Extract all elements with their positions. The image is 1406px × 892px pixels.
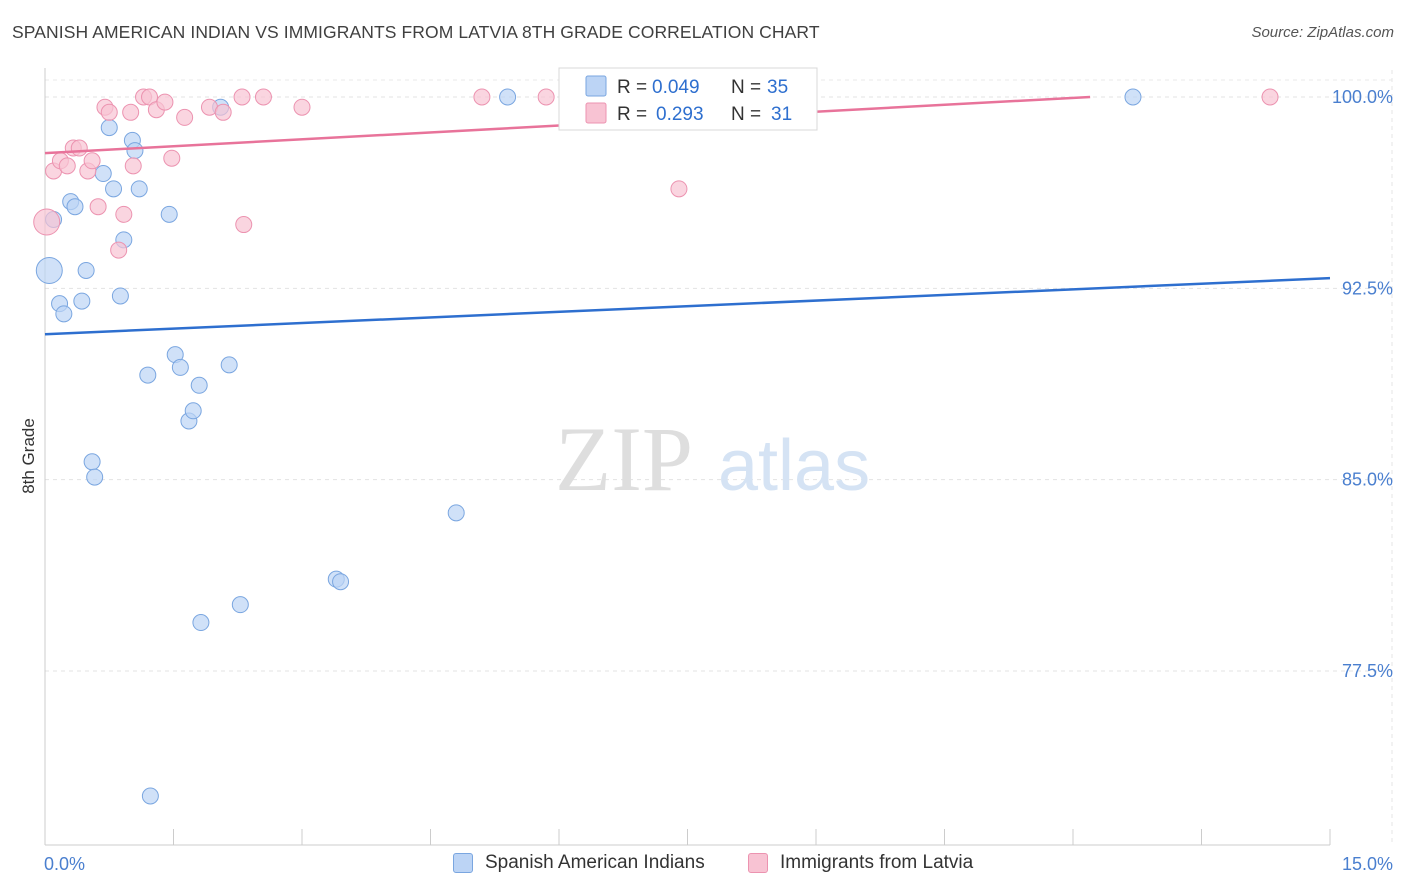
legend-swatch-blue-square <box>453 853 473 873</box>
blue-trend-line <box>44 276 1331 336</box>
watermark: ZIP atlas <box>555 408 870 510</box>
pink-point-12[interactable] <box>115 205 133 223</box>
y-tick-label-3: 77.5% <box>1342 661 1393 681</box>
pink-point-24[interactable] <box>235 216 253 234</box>
legend-r-label-1: R = <box>617 104 647 125</box>
legend-label-1: Immigrants from Latvia <box>780 852 974 873</box>
chart-title: SPANISH AMERICAN INDIAN VS IMMIGRANTS FR… <box>12 22 820 42</box>
blue-point-26[interactable] <box>192 614 210 632</box>
blue-point-29[interactable] <box>231 596 249 614</box>
blue-point-8[interactable] <box>83 453 101 471</box>
blue-point-5[interactable] <box>66 198 84 216</box>
legend-r-label-0: R = <box>617 77 647 98</box>
blue-point-10[interactable] <box>94 165 112 183</box>
blue-point-7[interactable] <box>77 261 95 279</box>
pink-point-23[interactable] <box>233 88 251 106</box>
blue-point-12[interactable] <box>105 180 123 198</box>
pink-point-19[interactable] <box>163 149 181 167</box>
blue-point-24[interactable] <box>184 402 202 420</box>
pink-point-8[interactable] <box>89 198 107 216</box>
pink-point-10[interactable] <box>100 103 118 121</box>
pink-point-7[interactable] <box>83 152 101 170</box>
pink-point-30[interactable] <box>1261 88 1279 106</box>
blue-point-25[interactable] <box>190 376 208 394</box>
pink-point-29[interactable] <box>670 180 688 198</box>
blue-point-16[interactable] <box>126 142 144 160</box>
x-tick-label-1: 15.0% <box>1342 854 1393 874</box>
pink-point-27[interactable] <box>473 88 491 106</box>
y-axis-labels: 100.0% 92.5% 85.0% 77.5% <box>1332 87 1393 681</box>
pink-point-26[interactable] <box>293 98 311 116</box>
legend-n-value-1: 31 <box>771 104 792 125</box>
blue-point-34[interactable] <box>1124 88 1142 106</box>
legend-item-immigrants-from-latvia[interactable]: Immigrants from Latvia <box>748 852 973 874</box>
blue-point-17[interactable] <box>130 180 148 198</box>
y-tick-label-1: 92.5% <box>1342 278 1393 298</box>
legend-label-0: Spanish American Indians <box>485 852 705 873</box>
pink-point-18[interactable] <box>156 93 174 111</box>
legend-n-value-0: 35 <box>767 77 788 98</box>
legend-n-label-1: N = <box>731 104 761 125</box>
blue-point-0[interactable] <box>35 256 63 284</box>
y-axis-title: 8th Grade <box>19 418 38 494</box>
trend-lines <box>44 95 1331 336</box>
blue-point-31[interactable] <box>332 573 350 591</box>
y-tick-label-0: 100.0% <box>1332 87 1393 107</box>
pink-point-11[interactable] <box>110 241 128 259</box>
blue-point-3[interactable] <box>55 305 73 323</box>
blue-point-9[interactable] <box>86 468 104 486</box>
legend-swatch-blue <box>585 75 607 97</box>
blue-point-22[interactable] <box>171 358 189 376</box>
watermark-atlas: atlas <box>718 426 870 506</box>
pink-point-13[interactable] <box>122 103 140 121</box>
pink-point-3[interactable] <box>58 157 76 175</box>
blue-point-20[interactable] <box>160 205 178 223</box>
watermark-zip: ZIP <box>555 408 693 510</box>
pink-point-25[interactable] <box>254 88 272 106</box>
legend-r-value-1: 0.293 <box>656 104 704 125</box>
blue-point-13[interactable] <box>111 287 129 305</box>
pink-point-0[interactable] <box>33 208 61 236</box>
pink-point-20[interactable] <box>176 108 194 126</box>
x-axis-labels: 0.0% 15.0% <box>44 854 1393 874</box>
pink-point-14[interactable] <box>124 157 142 175</box>
blue-point-11[interactable] <box>100 119 118 137</box>
blue-point-32[interactable] <box>447 504 465 522</box>
legend-swatch-pink <box>585 102 607 124</box>
blue-point-19[interactable] <box>141 787 159 805</box>
blue-point-28[interactable] <box>220 356 238 374</box>
blue-point-18[interactable] <box>139 366 157 384</box>
legend-item-spanish-american-indians[interactable]: Spanish American Indians <box>453 852 705 874</box>
y-tick-label-2: 85.0% <box>1342 470 1393 490</box>
pink-point-5[interactable] <box>70 139 88 157</box>
source-credit: Source: ZipAtlas.com <box>1251 24 1394 41</box>
legend-r-value-0: 0.049 <box>652 77 700 98</box>
axes <box>44 68 1331 846</box>
x-tick-label-0: 0.0% <box>44 854 85 874</box>
correlation-legend: R = 0.049 N = 35 R = 0.293 N = 31 <box>558 67 818 131</box>
blue-point-6[interactable] <box>73 292 91 310</box>
legend-n-label-0: N = <box>731 77 761 98</box>
pink-point-28[interactable] <box>537 88 555 106</box>
blue-point-33[interactable] <box>499 88 517 106</box>
legend-swatch-pink-square <box>748 853 768 873</box>
pink-point-22[interactable] <box>214 103 232 121</box>
